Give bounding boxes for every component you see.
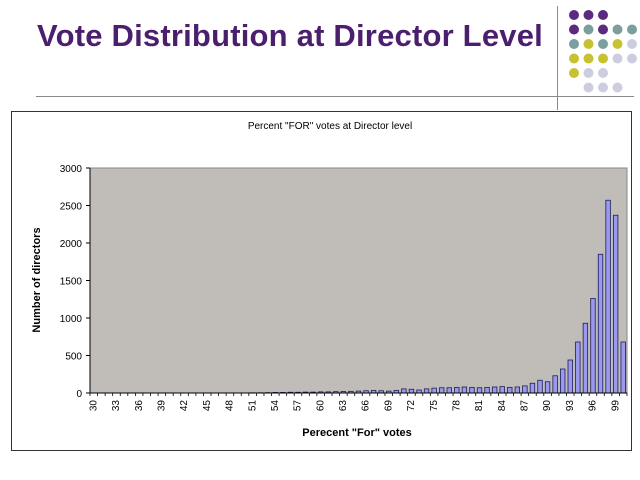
x-tick-label: 39 <box>156 400 167 412</box>
bar <box>439 387 445 394</box>
decorative-dot <box>583 53 594 64</box>
x-tick-label: 69 <box>383 400 394 412</box>
decorative-dot <box>569 10 579 20</box>
x-tick-label: 93 <box>565 400 576 412</box>
bar <box>454 386 460 394</box>
x-tick-label: 66 <box>361 400 372 412</box>
x-axis-label: Perecent "For" votes <box>302 427 411 439</box>
bar <box>620 341 626 394</box>
x-tick-label: 30 <box>88 400 99 412</box>
decorative-dot <box>598 24 608 35</box>
x-axis: 30 33 36 39 42 45 48 51 54 57 60 63 66 69 72 75 78 81 84 87… <box>88 392 628 412</box>
bar <box>529 382 536 394</box>
decorative-dot <box>627 39 637 49</box>
bar <box>491 386 498 394</box>
bar <box>469 386 475 394</box>
x-tick-label: 63 <box>338 400 349 412</box>
x-tick-label: 75 <box>429 400 440 412</box>
x-tick-label: 48 <box>225 400 236 412</box>
x-tick-label: 45 <box>202 400 213 412</box>
plot-area <box>89 167 628 394</box>
chart-container: Percent "FOR" votes at Director level 0 5… <box>11 111 632 451</box>
y-tick-label: 2500 <box>60 202 83 213</box>
bar <box>552 375 558 394</box>
bar <box>401 388 407 394</box>
x-tick-label: 96 <box>588 400 599 412</box>
bar <box>590 298 596 394</box>
bar <box>484 386 490 394</box>
x-tick-label: 54 <box>270 400 281 412</box>
decorative-dot <box>598 82 608 93</box>
bar <box>544 381 551 394</box>
x-tick-label: 57 <box>293 400 304 412</box>
title-divider <box>36 96 634 97</box>
x-tick-label: 84 <box>497 400 508 412</box>
bar <box>582 322 589 394</box>
bar <box>408 388 415 394</box>
decorative-dot <box>583 82 594 93</box>
y-axis-label: Number of directors <box>31 227 43 332</box>
decorative-dot <box>612 39 623 49</box>
bar <box>612 214 619 394</box>
chart-title: Percent "FOR" votes at Director level <box>248 121 412 132</box>
y-tick-label: 2000 <box>60 239 83 250</box>
x-tick-label: 87 <box>520 400 531 412</box>
vertical-rule <box>557 6 558 110</box>
decorative-dot <box>598 68 608 78</box>
decorative-dot <box>598 39 608 49</box>
decorative-dot <box>627 53 637 64</box>
bar <box>423 388 430 394</box>
decorative-dot <box>583 68 594 78</box>
x-tick-label: 42 <box>179 400 190 412</box>
decorative-dot <box>612 82 623 93</box>
x-tick-label: 33 <box>111 400 122 412</box>
bar <box>499 386 505 394</box>
decorative-dot <box>627 24 637 35</box>
x-tick-label: 60 <box>315 400 326 412</box>
decorative-dot-grid <box>569 10 637 93</box>
x-tick-label: 72 <box>406 400 417 412</box>
x-tick-label: 36 <box>134 400 145 412</box>
decorative-dot <box>583 24 594 35</box>
bar <box>507 386 513 394</box>
decorative-dot <box>598 10 608 20</box>
bar <box>522 385 528 394</box>
x-tick-label: 90 <box>542 400 553 412</box>
bar <box>461 386 468 394</box>
x-tick-label: 81 <box>474 400 485 412</box>
y-tick-label: 1500 <box>60 277 83 288</box>
decorative-dot <box>583 10 594 20</box>
decorative-dot <box>569 53 579 64</box>
y-tick-label: 1000 <box>60 314 83 325</box>
bar <box>446 387 452 394</box>
decorative-dot <box>569 39 579 49</box>
y-tick-label: 0 <box>76 389 82 400</box>
decorative-dot <box>569 68 579 78</box>
slide-title: Vote Distribution at Director Level <box>37 18 543 53</box>
bar <box>476 387 483 394</box>
bar <box>431 387 437 394</box>
bar-chart: Percent "FOR" votes at Director level 0 5… <box>31 121 628 439</box>
x-tick-label: 78 <box>451 400 462 412</box>
bar <box>560 368 566 394</box>
decorative-dot <box>569 24 579 35</box>
bar <box>537 379 543 394</box>
bar <box>514 386 521 394</box>
bar <box>567 359 573 394</box>
y-tick-label: 3000 <box>60 164 83 175</box>
decorative-dot <box>612 24 623 35</box>
bar <box>575 341 581 394</box>
decorative-dot <box>598 53 608 64</box>
x-tick-label: 99 <box>610 400 621 412</box>
y-tick-label: 500 <box>65 352 82 363</box>
bar <box>605 199 611 394</box>
decorative-dot <box>612 53 623 64</box>
decorative-dot <box>583 39 594 49</box>
bar <box>597 253 604 394</box>
y-axis: 0 500 1000 1500 2000 2500 3000 <box>60 164 91 400</box>
x-tick-label: 51 <box>247 400 258 412</box>
